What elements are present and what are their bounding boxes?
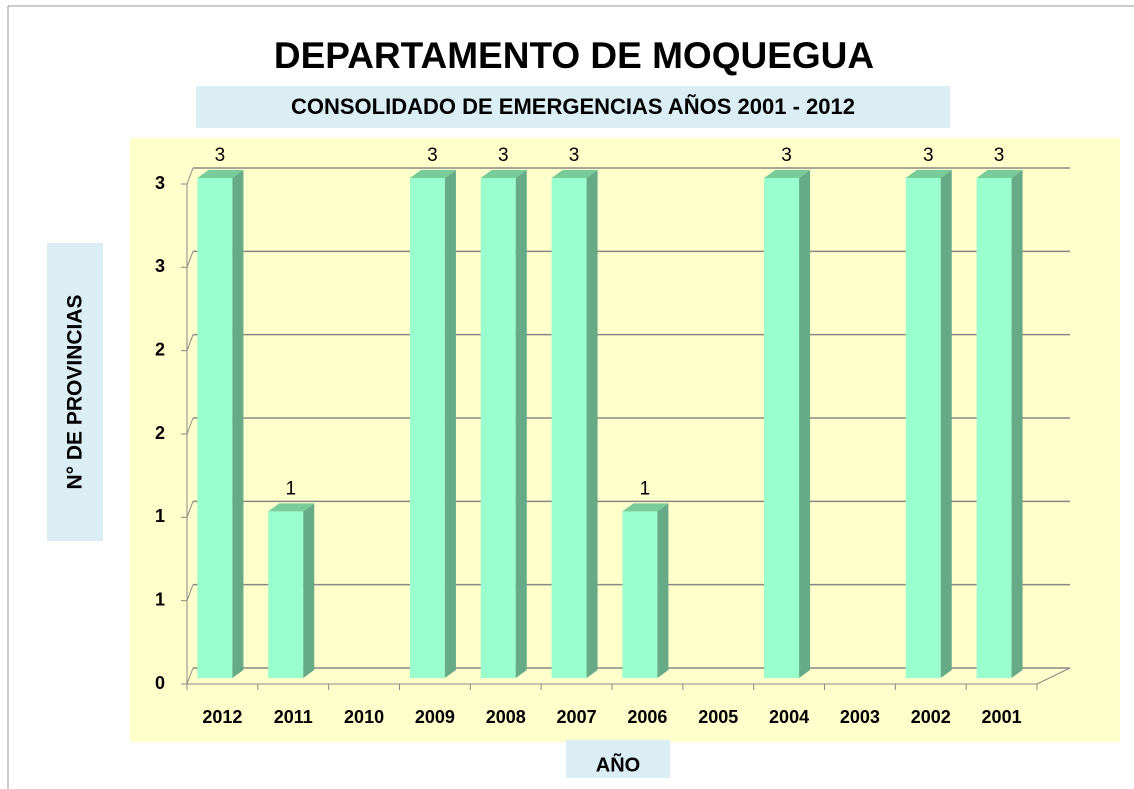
bar-top xyxy=(622,503,669,512)
x-tick-label: 2006 xyxy=(627,707,667,727)
x-tick-label: 2009 xyxy=(415,707,455,727)
bar xyxy=(764,178,800,678)
bar xyxy=(622,511,658,678)
y-tick-label: 0 xyxy=(155,673,165,693)
floor-right xyxy=(1036,667,1071,685)
x-tick-label: 2004 xyxy=(769,707,809,727)
bar xyxy=(551,178,587,678)
data-label: 1 xyxy=(285,478,296,499)
x-tick-label: 2003 xyxy=(840,707,880,727)
grid-line-side xyxy=(186,167,194,185)
y-tick-label: 1 xyxy=(155,506,165,526)
bar-side xyxy=(586,170,598,678)
x-label-box xyxy=(566,740,670,778)
bar xyxy=(197,178,233,678)
bar xyxy=(409,178,445,678)
bar xyxy=(268,511,304,678)
data-label: 3 xyxy=(427,145,438,166)
chart-title: DEPARTAMENTO DE MOQUEGUA xyxy=(274,35,874,76)
y-tick-label: 2 xyxy=(155,423,165,443)
data-label: 1 xyxy=(640,478,651,499)
x-tick-label: 2008 xyxy=(486,707,526,727)
bar-top xyxy=(409,170,456,178)
x-tick-label: 2012 xyxy=(202,707,242,727)
bar xyxy=(480,178,516,678)
data-label: 3 xyxy=(215,145,226,166)
bar-top xyxy=(480,170,527,178)
data-label: 3 xyxy=(923,145,934,166)
bar xyxy=(905,178,941,678)
subtitle-box xyxy=(196,86,950,128)
bar-top xyxy=(197,170,244,178)
x-axis-title: AÑO xyxy=(596,753,640,776)
grid-line-side xyxy=(186,417,194,435)
grid-line-side xyxy=(186,667,194,685)
grid-line-side xyxy=(186,501,194,518)
data-label: 3 xyxy=(781,145,792,166)
bar-side xyxy=(799,170,811,678)
y-label-box xyxy=(47,243,103,541)
data-label: 3 xyxy=(994,145,1005,166)
bar-side xyxy=(303,503,315,678)
grid-line-side xyxy=(186,584,194,601)
bar-side xyxy=(444,170,456,678)
bar xyxy=(976,178,1012,678)
grid-line-side xyxy=(186,334,194,351)
y-tick-label: 3 xyxy=(155,173,165,193)
bar-side xyxy=(515,170,527,678)
x-tick-label: 2001 xyxy=(982,707,1022,727)
bar-top xyxy=(976,170,1023,178)
grid-line-side xyxy=(186,251,194,268)
y-axis-title: N° DE PROVINCIAS xyxy=(64,294,87,489)
bar-top xyxy=(268,503,315,512)
y-tick-label: 2 xyxy=(155,339,165,359)
bar-side xyxy=(657,503,669,678)
y-tick-label: 1 xyxy=(155,589,165,609)
chart-subtitle: CONSOLIDADO DE EMERGENCIAS AÑOS 2001 - 2… xyxy=(291,94,855,119)
x-tick-label: 2005 xyxy=(698,707,738,727)
bar-top xyxy=(764,170,811,178)
bar-side xyxy=(940,170,952,678)
bar-top xyxy=(905,170,952,178)
data-label: 3 xyxy=(569,145,580,166)
y-tick-label: 3 xyxy=(155,256,165,276)
x-tick-label: 2010 xyxy=(344,707,384,727)
x-tick-label: 2007 xyxy=(557,707,597,727)
bar-side xyxy=(232,170,244,678)
x-tick-label: 2011 xyxy=(274,707,313,727)
bar-top xyxy=(551,170,598,178)
x-tick-label: 2002 xyxy=(911,707,951,727)
bar-side xyxy=(1011,170,1023,678)
data-label: 3 xyxy=(498,145,509,166)
